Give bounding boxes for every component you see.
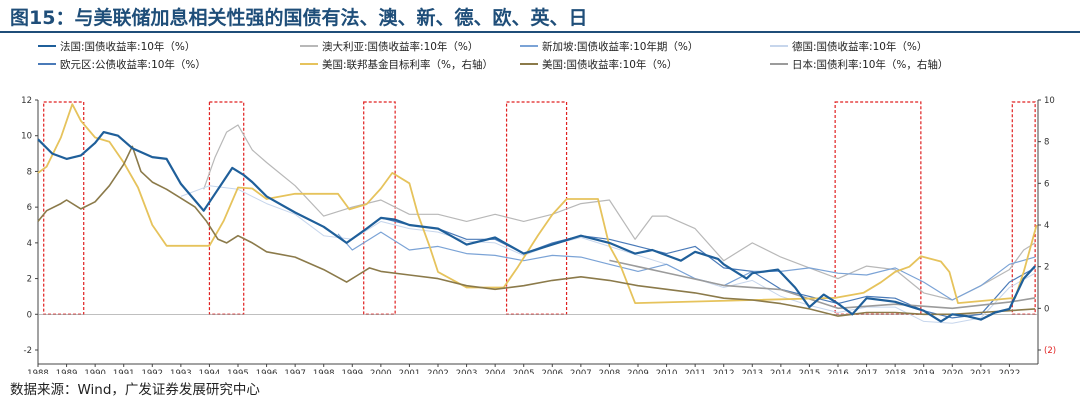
legend-item: 美国:国债收益率:10年（%） bbox=[520, 58, 677, 71]
x-tick-label: 2004 bbox=[484, 369, 506, 374]
series-line bbox=[337, 231, 1036, 301]
x-tick-label: 1989 bbox=[56, 369, 78, 374]
x-tick-label: 2011 bbox=[684, 369, 706, 374]
x-tick-label: 1991 bbox=[113, 369, 135, 374]
legend-item: 法国:国债收益率:10年（%） bbox=[38, 40, 195, 53]
legend-item: 新加坡:国债收益率:10年期（%） bbox=[520, 40, 698, 53]
highlight-box bbox=[1011, 101, 1036, 315]
x-tick-label: 1999 bbox=[341, 369, 363, 374]
figure-title: 图15：与美联储加息相关性强的国债有法、澳、新、德、欧、英、日 bbox=[10, 7, 588, 29]
y-tick-label-left: 10 bbox=[21, 132, 32, 142]
legend-label: 澳大利亚:国债收益率:10年（%） bbox=[322, 40, 478, 53]
legend-item: 澳大利亚:国债收益率:10年（%） bbox=[300, 40, 478, 53]
series-line bbox=[37, 131, 1036, 323]
y-tick-label-right: 10 bbox=[1044, 96, 1055, 106]
series-line bbox=[609, 259, 1036, 310]
chart-series bbox=[37, 103, 1038, 324]
legend-label: 日本:国债利率:10年（%，右轴） bbox=[792, 58, 948, 71]
x-tick-label: 2014 bbox=[770, 369, 792, 374]
y-tick-label-left: 4 bbox=[27, 239, 32, 249]
x-tick-label: 2012 bbox=[713, 369, 735, 374]
legend-item: 德国:国债收益率:10年（%） bbox=[770, 40, 927, 53]
series-line bbox=[37, 103, 1038, 304]
y-tick-label-right: 8 bbox=[1044, 138, 1049, 148]
series-line bbox=[37, 145, 1036, 317]
x-tick-label: 2013 bbox=[741, 369, 763, 374]
x-tick-label: 1992 bbox=[141, 369, 163, 374]
x-tick-label: 2007 bbox=[570, 369, 592, 374]
x-tick-label: 1998 bbox=[313, 369, 335, 374]
y-tick-label-right: 6 bbox=[1044, 179, 1049, 189]
legend-label: 美国:联邦基金目标利率（%，右轴） bbox=[322, 58, 493, 71]
y-tick-label-right: 0 bbox=[1044, 304, 1049, 314]
x-tick-label: 2008 bbox=[599, 369, 621, 374]
highlight-box bbox=[834, 101, 922, 315]
x-tick-label: 2019 bbox=[913, 369, 935, 374]
x-tick-label: 2010 bbox=[656, 369, 678, 374]
highlight-box bbox=[208, 101, 245, 315]
y-tick-label-left: -2 bbox=[24, 346, 32, 356]
x-tick-label: 1997 bbox=[284, 369, 306, 374]
line-chart: 法国:国债收益率:10年（%） 澳大利亚:国债收益率:10年（%） 新加坡:国债收益… bbox=[21, 40, 1056, 374]
x-tick-label: 1995 bbox=[227, 369, 249, 374]
x-tick-label: 1996 bbox=[256, 369, 278, 374]
chart-legend: 法国:国债收益率:10年（%） 澳大利亚:国债收益率:10年（%） 新加坡:国债收益… bbox=[38, 40, 948, 71]
legend-item: 欧元区:公债收益率:10年（%） bbox=[38, 58, 206, 71]
legend-label: 法国:国债收益率:10年（%） bbox=[60, 40, 195, 53]
legend-label: 新加坡:国债收益率:10年期（%） bbox=[542, 40, 698, 53]
title-divider bbox=[0, 31, 1080, 33]
x-tick-label: 2002 bbox=[427, 369, 449, 374]
x-tick-label: 2016 bbox=[827, 369, 849, 374]
chart-axes: -2 0 2 4 6 8 10 12 (2) 0 2 4 6 8 10 1988 1989 1990 1991 199… bbox=[21, 96, 1056, 374]
series-line bbox=[180, 185, 1036, 324]
highlight-box bbox=[363, 101, 396, 315]
x-tick-label: 2001 bbox=[399, 369, 421, 374]
x-tick-label: 2006 bbox=[541, 369, 563, 374]
x-tick-label: 2018 bbox=[884, 369, 906, 374]
x-tick-label: 2017 bbox=[856, 369, 878, 374]
x-tick-label: 2005 bbox=[513, 369, 535, 374]
y-tick-label-right: (2) bbox=[1044, 346, 1056, 356]
legend-item: 美国:联邦基金目标利率（%，右轴） bbox=[300, 58, 493, 71]
legend-label: 欧元区:公债收益率:10年（%） bbox=[60, 58, 206, 71]
x-tick-label: 1993 bbox=[170, 369, 192, 374]
x-tick-label: 1988 bbox=[27, 369, 49, 374]
y-tick-label-left: 8 bbox=[27, 167, 32, 177]
legend-label: 德国:国债收益率:10年（%） bbox=[792, 40, 927, 53]
legend-label: 美国:国债收益率:10年（%） bbox=[542, 58, 677, 71]
y-tick-label-right: 2 bbox=[1044, 263, 1049, 273]
y-tick-label-left: 6 bbox=[27, 203, 32, 213]
series-line bbox=[351, 217, 1036, 319]
legend-item: 日本:国债利率:10年（%，右轴） bbox=[770, 58, 948, 71]
x-tick-label: 2015 bbox=[799, 369, 821, 374]
y-tick-label-left: 2 bbox=[27, 275, 32, 285]
x-tick-label: 2021 bbox=[970, 369, 992, 374]
x-tick-label: 1990 bbox=[84, 369, 106, 374]
x-tick-label: 2003 bbox=[456, 369, 478, 374]
x-tick-label: 2020 bbox=[941, 369, 963, 374]
y-tick-label-left: 12 bbox=[21, 96, 32, 106]
y-tick-label-left: 0 bbox=[27, 310, 32, 320]
source-note: 数据来源：Wind，广发证券发展研究中心 bbox=[10, 382, 260, 398]
x-tick-label: 1994 bbox=[199, 369, 221, 374]
highlight-box bbox=[43, 101, 85, 315]
series-line bbox=[203, 124, 1036, 301]
x-tick-label: 2000 bbox=[370, 369, 392, 374]
x-tick-label: 2022 bbox=[999, 369, 1021, 374]
x-tick-label: 2009 bbox=[627, 369, 649, 374]
y-tick-label-right: 4 bbox=[1044, 221, 1049, 231]
